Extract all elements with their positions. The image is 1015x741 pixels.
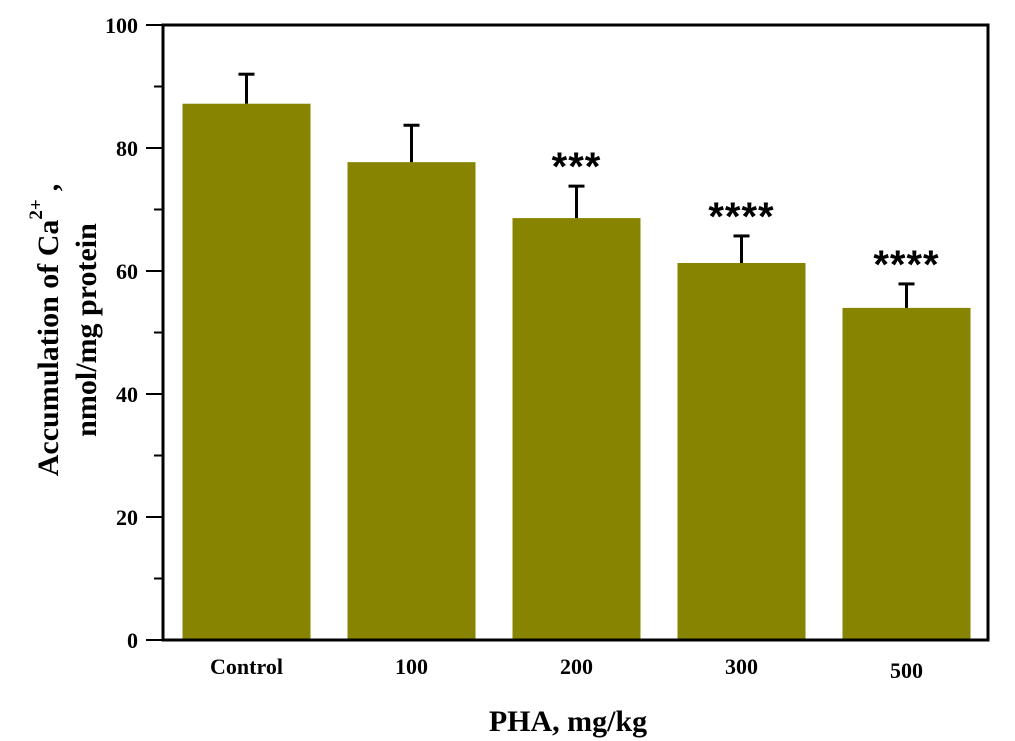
- significance-label-200: ***: [552, 145, 602, 189]
- y-axis: 0 20 40 60 80 100: [105, 13, 163, 653]
- x-tick-label-500: 500: [890, 658, 923, 683]
- x-tick-label-control: Control: [210, 654, 283, 679]
- x-tick-label-300: 300: [725, 654, 758, 679]
- y-tick-label: 100: [105, 13, 138, 38]
- x-axis: Control 100 200 300 500: [210, 654, 923, 683]
- y-axis-title: Accumulation of Ca2+, nmol/mg protein: [26, 184, 103, 476]
- bars-layer: [182, 103, 971, 641]
- significance-label-300: ****: [708, 195, 774, 239]
- y-tick-label: 80: [116, 136, 138, 161]
- x-axis-title: PHA, mg/kg: [489, 705, 647, 738]
- x-tick-label-100: 100: [395, 654, 428, 679]
- y-axis-title-text: Accumulation of Ca: [32, 220, 65, 477]
- y-axis-title-comma: ,: [32, 184, 65, 192]
- bar-500: [842, 307, 971, 640]
- y-axis-title-line1: Accumulation of Ca2+,: [26, 184, 65, 476]
- y-tick-label: 0: [127, 628, 138, 653]
- y-axis-title-line2: nmol/mg protein: [70, 223, 103, 437]
- y-axis-title-superscript: 2+: [26, 199, 47, 219]
- bar-200: [512, 218, 641, 641]
- bar-300: [677, 263, 806, 640]
- significance-label-500: ****: [873, 243, 939, 287]
- y-tick-label: 60: [116, 259, 138, 284]
- bar-control: [182, 103, 311, 641]
- y-tick-label: 20: [116, 505, 138, 530]
- y-tick-label: 40: [116, 382, 138, 407]
- error-bars-layer: [238, 72, 915, 308]
- x-tick-label-200: 200: [560, 654, 593, 679]
- significance-layer: ***********: [552, 145, 939, 287]
- bar-100: [347, 162, 476, 640]
